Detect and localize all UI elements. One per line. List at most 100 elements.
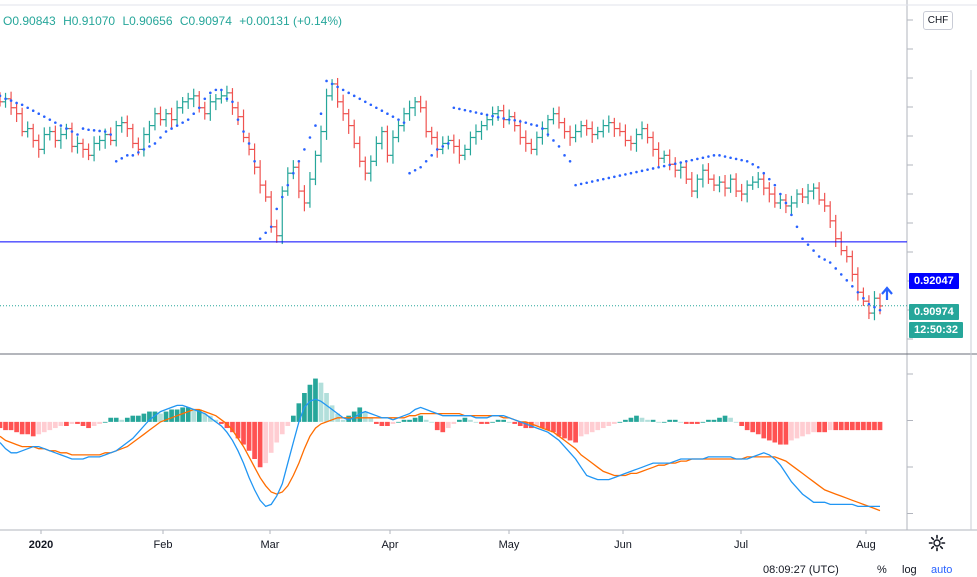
psar-dot [103,130,107,133]
psar-dot [812,249,815,252]
psar-dot [856,290,860,294]
currency-button[interactable]: CHF [923,11,953,30]
psar-dot [286,183,290,187]
psar-dot [363,100,367,104]
psar-dot [308,136,312,139]
histogram-bar [313,378,318,422]
psar-dot [280,195,284,199]
histogram-bar [91,421,97,426]
ohlc-bar [367,155,374,182]
histogram-bar [3,421,8,431]
histogram-bar [230,421,235,433]
x-tick-label: Jun [614,539,632,551]
psar-dot [662,164,666,168]
histogram-bar [479,421,484,424]
psar-dot [153,142,157,145]
x-tick-label: Feb [154,539,173,551]
histogram-bar [484,421,490,424]
psar-dot [419,165,422,169]
histogram-bar [606,421,612,426]
histogram-bar [136,415,141,422]
histogram-bar [329,405,335,422]
histogram-bar [52,421,58,429]
histogram-bar [717,417,722,422]
psar-dot [480,112,483,115]
histogram-bar [401,419,407,422]
histogram-bar [772,421,778,443]
histogram-bar [545,421,551,431]
ohlc-bar [760,174,767,196]
psar-dot [231,100,234,104]
psar-dot [585,181,588,185]
ohlc-bar [301,185,308,212]
histogram-bar [672,419,678,422]
psar-dot [98,129,101,133]
last-price-label: 0.90974 [909,304,959,320]
histogram-bar [728,417,733,422]
histogram-bar [816,421,822,433]
histogram-bar [412,417,418,422]
histogram-bar [19,421,25,435]
ohlc-bar [340,94,347,121]
ohlc-bar [356,136,363,168]
psar-dot [651,167,655,170]
histogram-bar [822,421,828,433]
log-toggle[interactable]: log [902,564,917,576]
auto-toggle[interactable]: auto [931,564,953,576]
psar-dot [518,120,522,123]
ohlc-bar [688,172,695,198]
ohlc-bar [74,136,81,154]
histogram-bar [866,421,872,431]
histogram-bar [833,421,839,431]
psar-dot [148,145,151,148]
histogram-bar [58,421,64,426]
ohlc-bar [57,127,64,149]
histogram-bar [457,419,462,422]
psar-dot [65,127,68,130]
signal-line [0,408,881,512]
percent-toggle[interactable]: % [877,564,887,576]
psar-dot [314,124,317,127]
psar-dot [541,127,544,130]
x-axis: 2020 Feb Mar Apr May Jun Jul Aug [29,530,876,551]
legend-close: C0.90974 [179,14,232,28]
psar-dot [192,112,196,115]
ohlc-bar [284,167,291,196]
ohlc-bar [323,88,330,140]
psar-dot [258,237,262,240]
ohlc-bar [694,174,701,199]
x-tick-label: Apr [381,539,398,551]
up-arrow-icon[interactable] [881,286,893,300]
histogram-bar [30,421,36,437]
psar-dot [209,91,212,95]
psar-dot [225,97,229,101]
x-tick-label: May [499,539,520,551]
utc-clock[interactable]: 08:09:27 (UTC) [763,564,839,576]
histogram-bar [113,417,119,422]
ohlc-bar [185,92,192,109]
psar-dot [452,106,456,110]
psar-dot [4,97,7,101]
alert-price-label[interactable]: 0.92047 [909,273,959,289]
psar-dot [424,160,428,163]
gear-icon[interactable] [928,534,946,552]
psar-dot [740,158,743,162]
histogram-bar [695,421,700,424]
histogram-bar [368,417,374,422]
histogram-bar [462,417,468,422]
psar-dot [756,165,760,169]
histogram-bar [0,421,3,429]
main-pane[interactable] [0,0,907,353]
psar-dot [684,160,688,163]
psar-dot [629,171,633,175]
countdown-label: 12:50:32 [909,322,964,338]
ohlc-bar [705,163,712,184]
histogram-bar [611,421,617,424]
histogram-bar [47,421,53,431]
psar-dot [707,155,710,158]
histogram-bar [844,421,850,431]
histogram-bar [739,421,744,426]
psar-dot [873,305,876,309]
ohlc-bar [478,120,485,140]
histogram-bar [257,421,263,468]
